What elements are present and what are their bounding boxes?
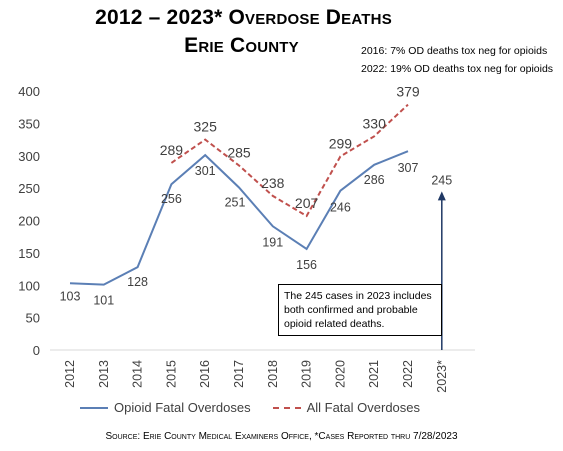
data-label-all: 379 <box>396 84 420 100</box>
data-label-opioid: 251 <box>225 195 246 209</box>
x-tick-label: 2013 <box>97 360 111 388</box>
y-tick-label: 250 <box>18 181 40 196</box>
chart-title-line1: 2012 – 2023* Overdose Deaths <box>95 6 392 29</box>
y-tick-label: 150 <box>18 246 40 261</box>
x-tick-label: 2016 <box>198 360 212 388</box>
x-tick-label: 2021 <box>367 360 381 388</box>
y-tick-label: 0 <box>33 343 40 358</box>
note-2016: 2016: 7% OD deaths tox neg for opioids <box>361 45 548 57</box>
chart-title-line2: Erie County <box>184 34 299 57</box>
x-tick-label: 2012 <box>63 360 77 388</box>
x-tick-label: 2019 <box>300 360 314 388</box>
legend-opioid: Opioid Fatal Overdoses <box>80 400 251 415</box>
data-label-partial-year: 245 <box>431 173 452 187</box>
legend-swatch-solid <box>80 406 108 409</box>
data-labels: 103 101 128 256 301 251 191 156 246 286 307 289 325 2… <box>60 84 420 308</box>
legend: Opioid Fatal Overdoses All Fatal Overdos… <box>80 400 442 415</box>
partial-year-arrow-head <box>437 191 446 201</box>
x-tick-label: 2023* <box>435 360 449 393</box>
note-2022: 2022: 19% OD deaths tox neg for opioids <box>361 63 554 75</box>
data-label-opioid: 101 <box>93 294 114 308</box>
legend-label-all: All Fatal Overdoses <box>306 400 421 415</box>
data-label-opioid: 246 <box>330 201 351 215</box>
x-tick-label: 2018 <box>266 360 280 388</box>
data-label-all: 238 <box>261 175 285 191</box>
legend-label-opioid: Opioid Fatal Overdoses <box>114 400 251 415</box>
y-tick-label: 350 <box>18 116 40 131</box>
data-label-opioid: 156 <box>296 258 317 272</box>
y-tick-label: 300 <box>18 149 40 164</box>
series-line-opioid <box>69 150 409 286</box>
data-label-opioid: 191 <box>262 235 283 249</box>
data-label-all: 330 <box>363 115 387 131</box>
y-tick-label: 50 <box>26 311 40 326</box>
data-label-all: 325 <box>194 119 218 135</box>
x-tick-label: 2017 <box>232 360 246 388</box>
x-tick-label: 2022 <box>401 360 415 388</box>
series-lines <box>69 103 409 286</box>
data-label-opioid: 128 <box>127 275 148 289</box>
y-tick-label: 100 <box>18 278 40 293</box>
y-tick-label: 200 <box>18 214 40 229</box>
series-line-all <box>170 103 409 218</box>
data-label-opioid: 256 <box>161 192 182 206</box>
data-label-opioid: 286 <box>364 173 385 187</box>
data-label-opioid: 307 <box>398 161 419 175</box>
x-tick-label: 2014 <box>131 360 145 388</box>
data-label-all: 207 <box>295 195 319 211</box>
source-footnote: Source: Erie County Medical Examiners Of… <box>105 431 458 442</box>
data-label-all: 289 <box>160 142 184 158</box>
data-label-opioid: 103 <box>60 289 81 303</box>
x-axis-ticks: 2012 2013 2014 2015 2016 2017 2018 2019 2020 2021… <box>63 360 449 393</box>
data-label-all: 285 <box>227 144 251 160</box>
data-label-all: 299 <box>329 135 353 151</box>
callout-box: The 245 cases in 2023 includes both conf… <box>278 284 442 336</box>
y-tick-label: 400 <box>18 84 40 99</box>
x-tick-label: 2020 <box>333 360 347 388</box>
legend-swatch-dashed <box>272 406 301 409</box>
x-tick-label: 2015 <box>164 360 178 388</box>
data-label-opioid: 301 <box>195 164 216 178</box>
y-axis-ticks: 0 50 100 150 200 250 300 350 400 <box>18 84 40 358</box>
legend-all: All Fatal Overdoses <box>272 400 421 415</box>
